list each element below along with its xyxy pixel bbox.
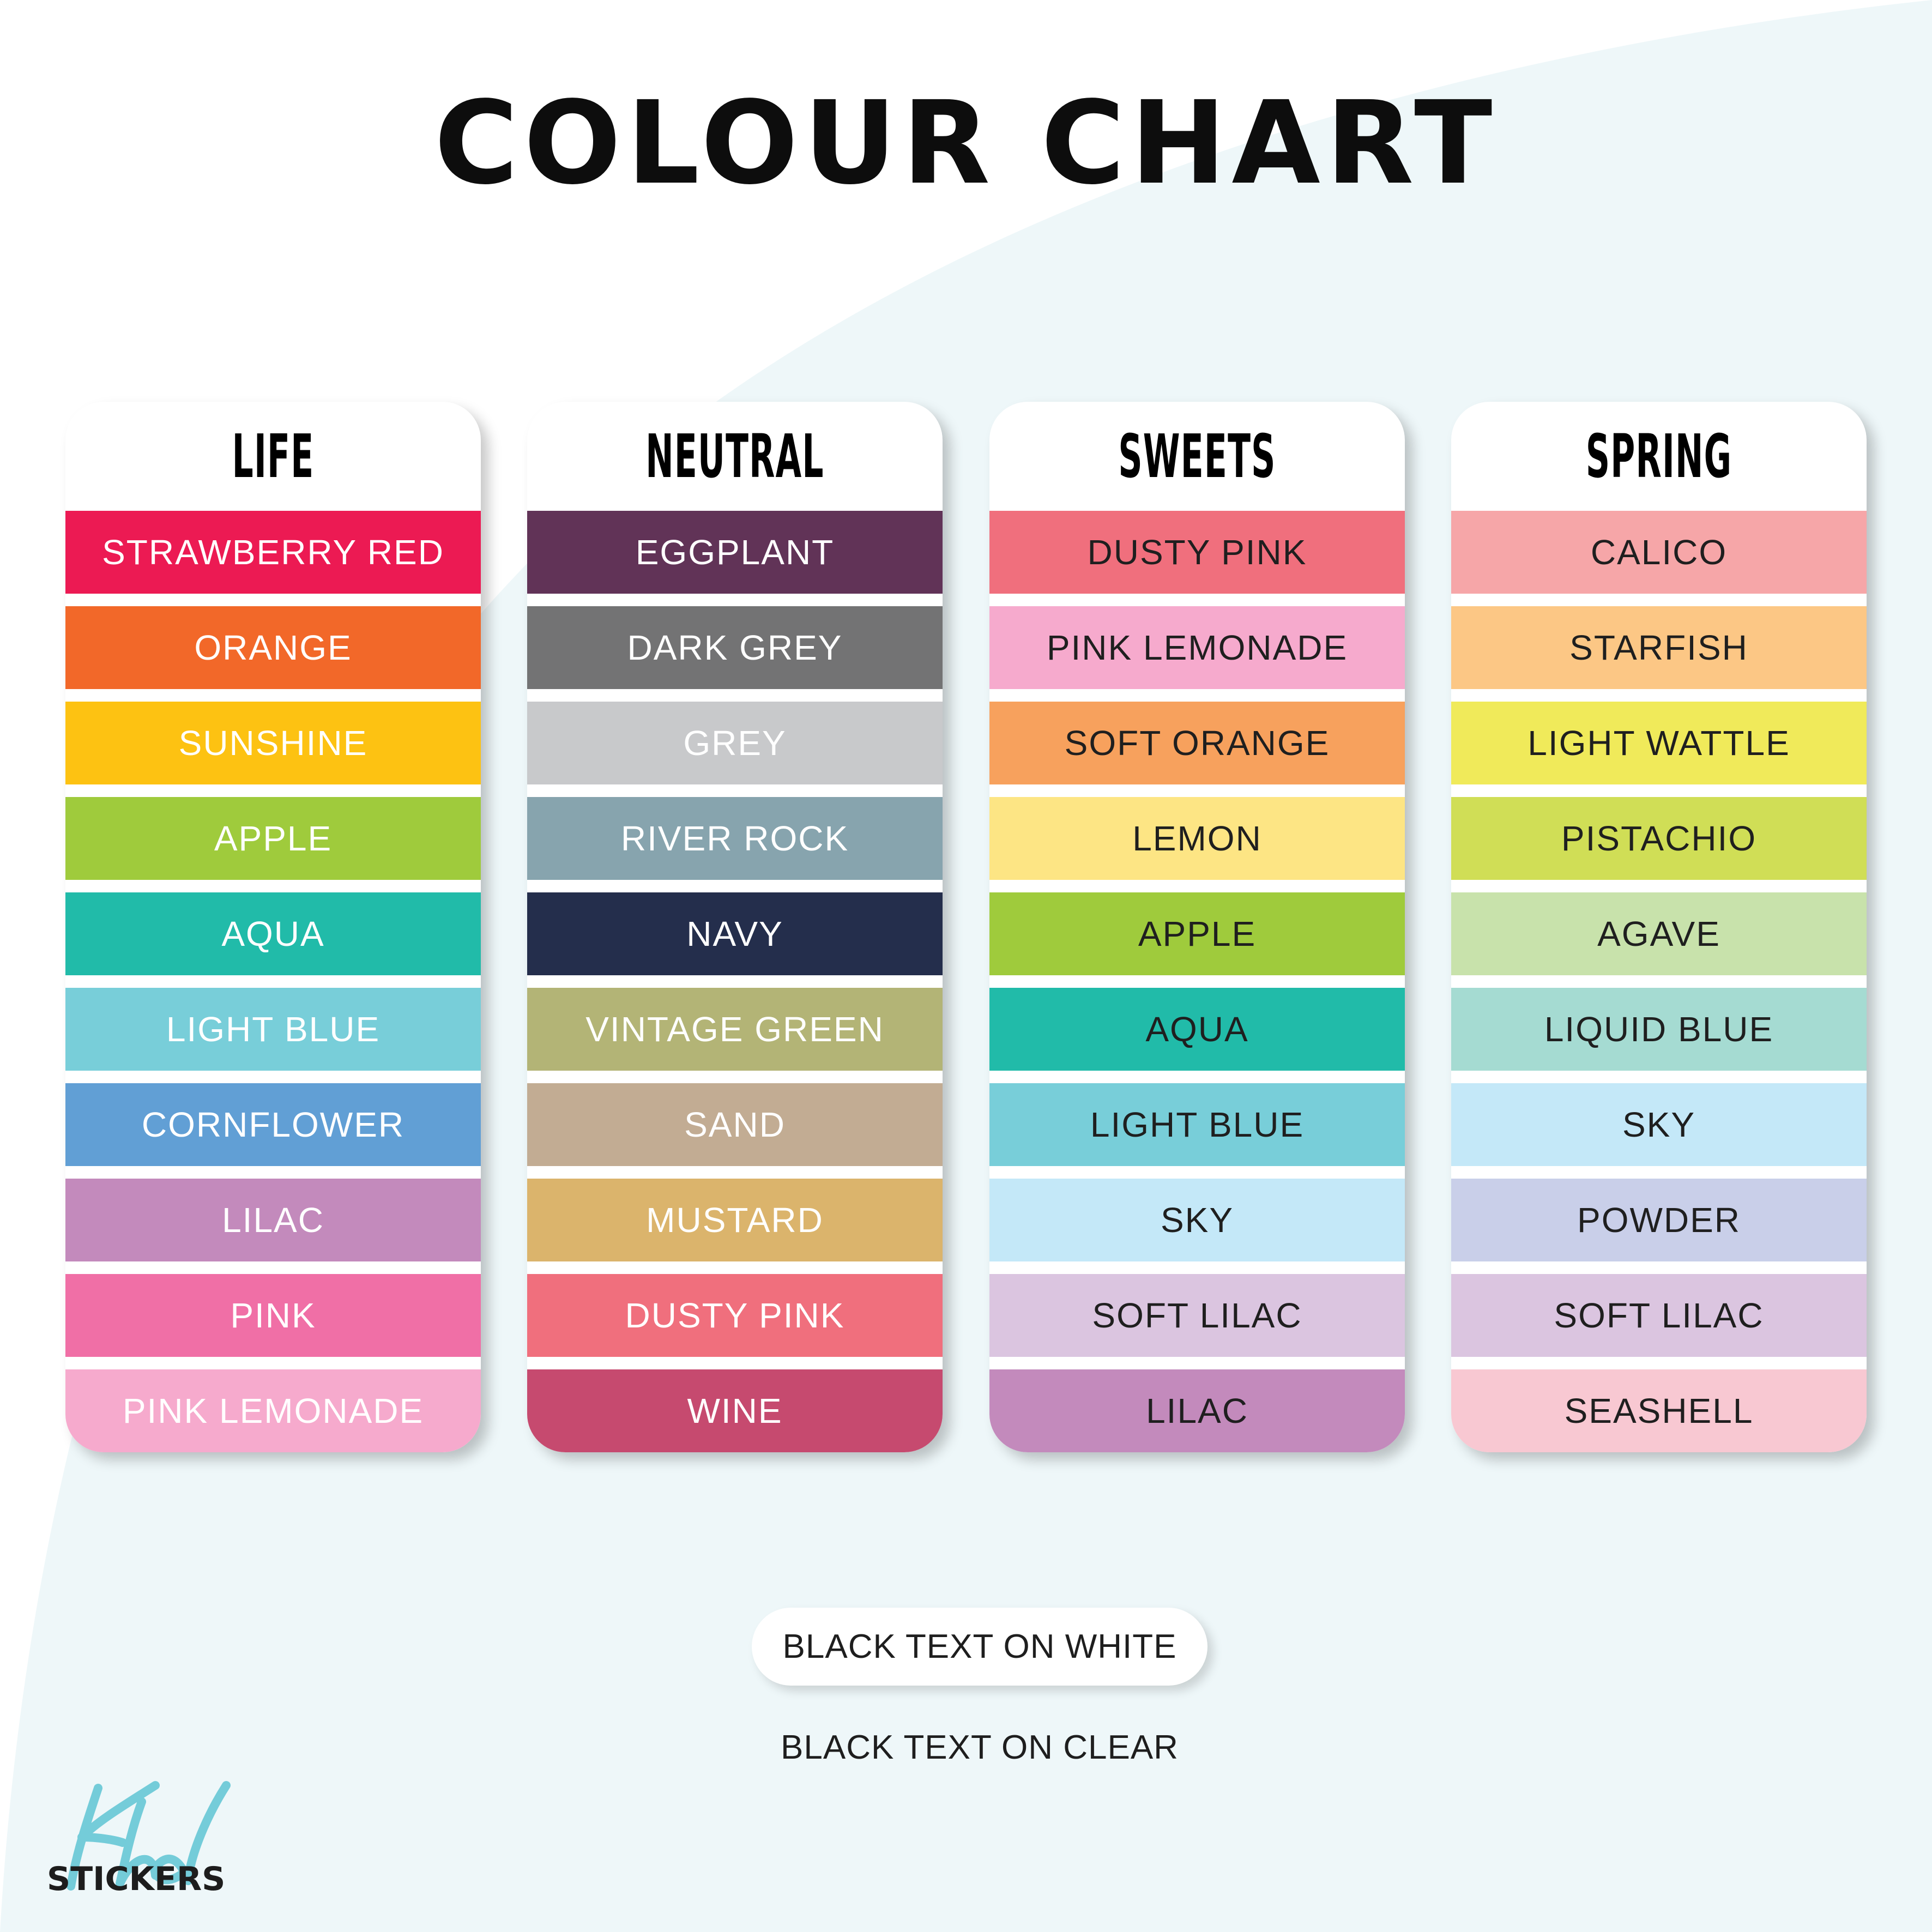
card-heading: LIFE xyxy=(232,421,315,491)
colour-swatch: SAND xyxy=(527,1083,943,1166)
colour-swatch: LIGHT BLUE xyxy=(989,1083,1405,1166)
colour-swatch: WINE xyxy=(527,1369,943,1452)
colour-swatch: DARK GREY xyxy=(527,606,943,689)
legend-black-on-clear: BLACK TEXT ON CLEAR xyxy=(781,1729,1179,1766)
colour-swatch: CORNFLOWER xyxy=(65,1083,481,1166)
colour-swatch: MUSTARD xyxy=(527,1179,943,1261)
colour-swatch: VINTAGE GREEN xyxy=(527,988,943,1071)
colour-swatch: PINK xyxy=(65,1274,481,1357)
colour-swatch: SUNSHINE xyxy=(65,702,481,784)
colour-swatch: POWDER xyxy=(1451,1179,1867,1261)
colour-swatch: PISTACHIO xyxy=(1451,797,1867,880)
colour-swatch: SOFT LILAC xyxy=(989,1274,1405,1357)
page-title: COLOUR CHART xyxy=(434,76,1498,210)
colour-swatch: LILAC xyxy=(65,1179,481,1261)
colour-swatch: STRAWBERRY RED xyxy=(65,511,481,594)
colour-swatch: SKY xyxy=(989,1179,1405,1261)
colour-swatch: ORANGE xyxy=(65,606,481,689)
logo-text: STICKERS xyxy=(47,1860,226,1898)
colour-swatch: LEMON xyxy=(989,797,1405,880)
card-heading: SWEETS xyxy=(1118,421,1276,491)
colour-swatch: LIQUID BLUE xyxy=(1451,988,1867,1071)
colour-swatch: AGAVE xyxy=(1451,892,1867,975)
card-heading: SPRING xyxy=(1585,421,1732,491)
colour-swatch: SEASHELL xyxy=(1451,1369,1867,1452)
colour-swatch: PINK LEMONADE xyxy=(65,1369,481,1452)
colour-swatch: LIGHT WATTLE xyxy=(1451,702,1867,784)
colour-swatch: APPLE xyxy=(989,892,1405,975)
colour-swatch: DUSTY PINK xyxy=(989,511,1405,594)
colour-card-spring: SPRING CALICO STARFISH LIGHT WATTLE PISTACHI… xyxy=(1451,402,1867,1452)
colour-swatch: APPLE xyxy=(65,797,481,880)
colour-swatch: AQUA xyxy=(989,988,1405,1071)
colour-swatch: SKY xyxy=(1451,1083,1867,1166)
colour-swatch: NAVY xyxy=(527,892,943,975)
colour-swatch: SOFT ORANGE xyxy=(989,702,1405,784)
colour-swatch: PINK LEMONADE xyxy=(989,606,1405,689)
colour-swatch: EGGPLANT xyxy=(527,511,943,594)
card-heading: NEUTRAL xyxy=(645,421,824,491)
colour-swatch: DUSTY PINK xyxy=(527,1274,943,1357)
colour-swatch: GREY xyxy=(527,702,943,784)
colour-card-life: LIFE STRAWBERRY RED ORANGE SUNSHINE APPLE AQU… xyxy=(65,402,481,1452)
colour-swatch: RIVER ROCK xyxy=(527,797,943,880)
legend-black-on-white: BLACK TEXT ON WHITE xyxy=(752,1608,1208,1686)
colour-swatch: STARFISH xyxy=(1451,606,1867,689)
colour-card-neutral: NEUTRAL EGGPLANT DARK GREY GREY RIVER ROCK NA… xyxy=(527,402,943,1452)
khd-logo-icon xyxy=(67,1781,231,1891)
colour-swatch: CALICO xyxy=(1451,511,1867,594)
colour-swatch: LIGHT BLUE xyxy=(65,988,481,1071)
colour-swatch: SOFT LILAC xyxy=(1451,1274,1867,1357)
colour-card-sweets: SWEETS DUSTY PINK PINK LEMONADE SOFT ORANGE… xyxy=(989,402,1405,1452)
colour-swatch: LILAC xyxy=(989,1369,1405,1452)
colour-swatch: AQUA xyxy=(65,892,481,975)
